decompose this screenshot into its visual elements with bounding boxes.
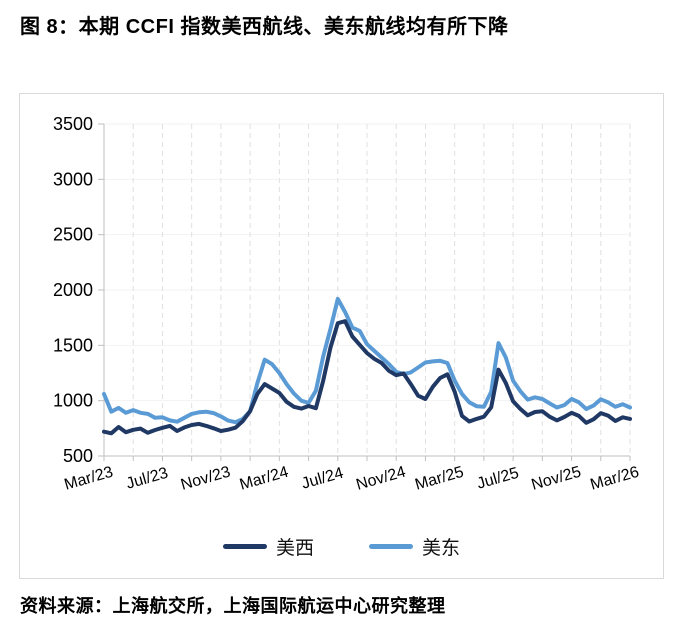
x-axis-label: Nov/24 (354, 463, 408, 493)
x-axis-label: Nov/25 (530, 463, 584, 493)
west-line-swatch (222, 543, 267, 549)
x-axis-label: Jul/25 (475, 465, 521, 493)
legend-label-west: 美西 (275, 537, 314, 559)
x-axis-label: Nov/23 (179, 463, 233, 493)
y-axis-label: 2500 (53, 225, 93, 245)
x-axis-label: Mar/25 (413, 464, 466, 494)
y-axis-label: 3000 (53, 169, 93, 189)
x-axis-label: Mar/24 (238, 464, 291, 494)
series-line-west (102, 319, 632, 436)
legend-item-west: 美西 (222, 533, 314, 560)
figure-title: 图 8：本期 CCFI 指数美西航线、美东航线均有所下降 (20, 16, 509, 38)
chart-legend: 美西 美东 (20, 514, 663, 578)
east-line-swatch (369, 543, 413, 549)
x-axis-label: Mar/23 (62, 464, 115, 494)
y-axis-label: 2000 (53, 280, 93, 300)
y-axis-label: 3500 (53, 114, 93, 134)
y-axis-label: 500 (63, 446, 93, 466)
series-line-east (102, 296, 632, 425)
source-note: 资料来源：上海航交所，上海国际航运中心研究整理 (20, 596, 446, 616)
chart-card: 3500 3000 2500 2000 1500 1000 500 Mar/23 Jul/23 N… (19, 93, 664, 579)
y-axis-label: 1000 (53, 391, 93, 411)
x-axis-label: Mar/26 (588, 464, 641, 494)
legend-label-east: 美东 (422, 537, 461, 559)
y-axis-label: 1500 (53, 335, 93, 355)
x-axis-label: Jul/24 (300, 465, 346, 493)
legend-item-east: 美东 (369, 533, 460, 560)
x-axis-label: Jul/23 (124, 465, 170, 493)
